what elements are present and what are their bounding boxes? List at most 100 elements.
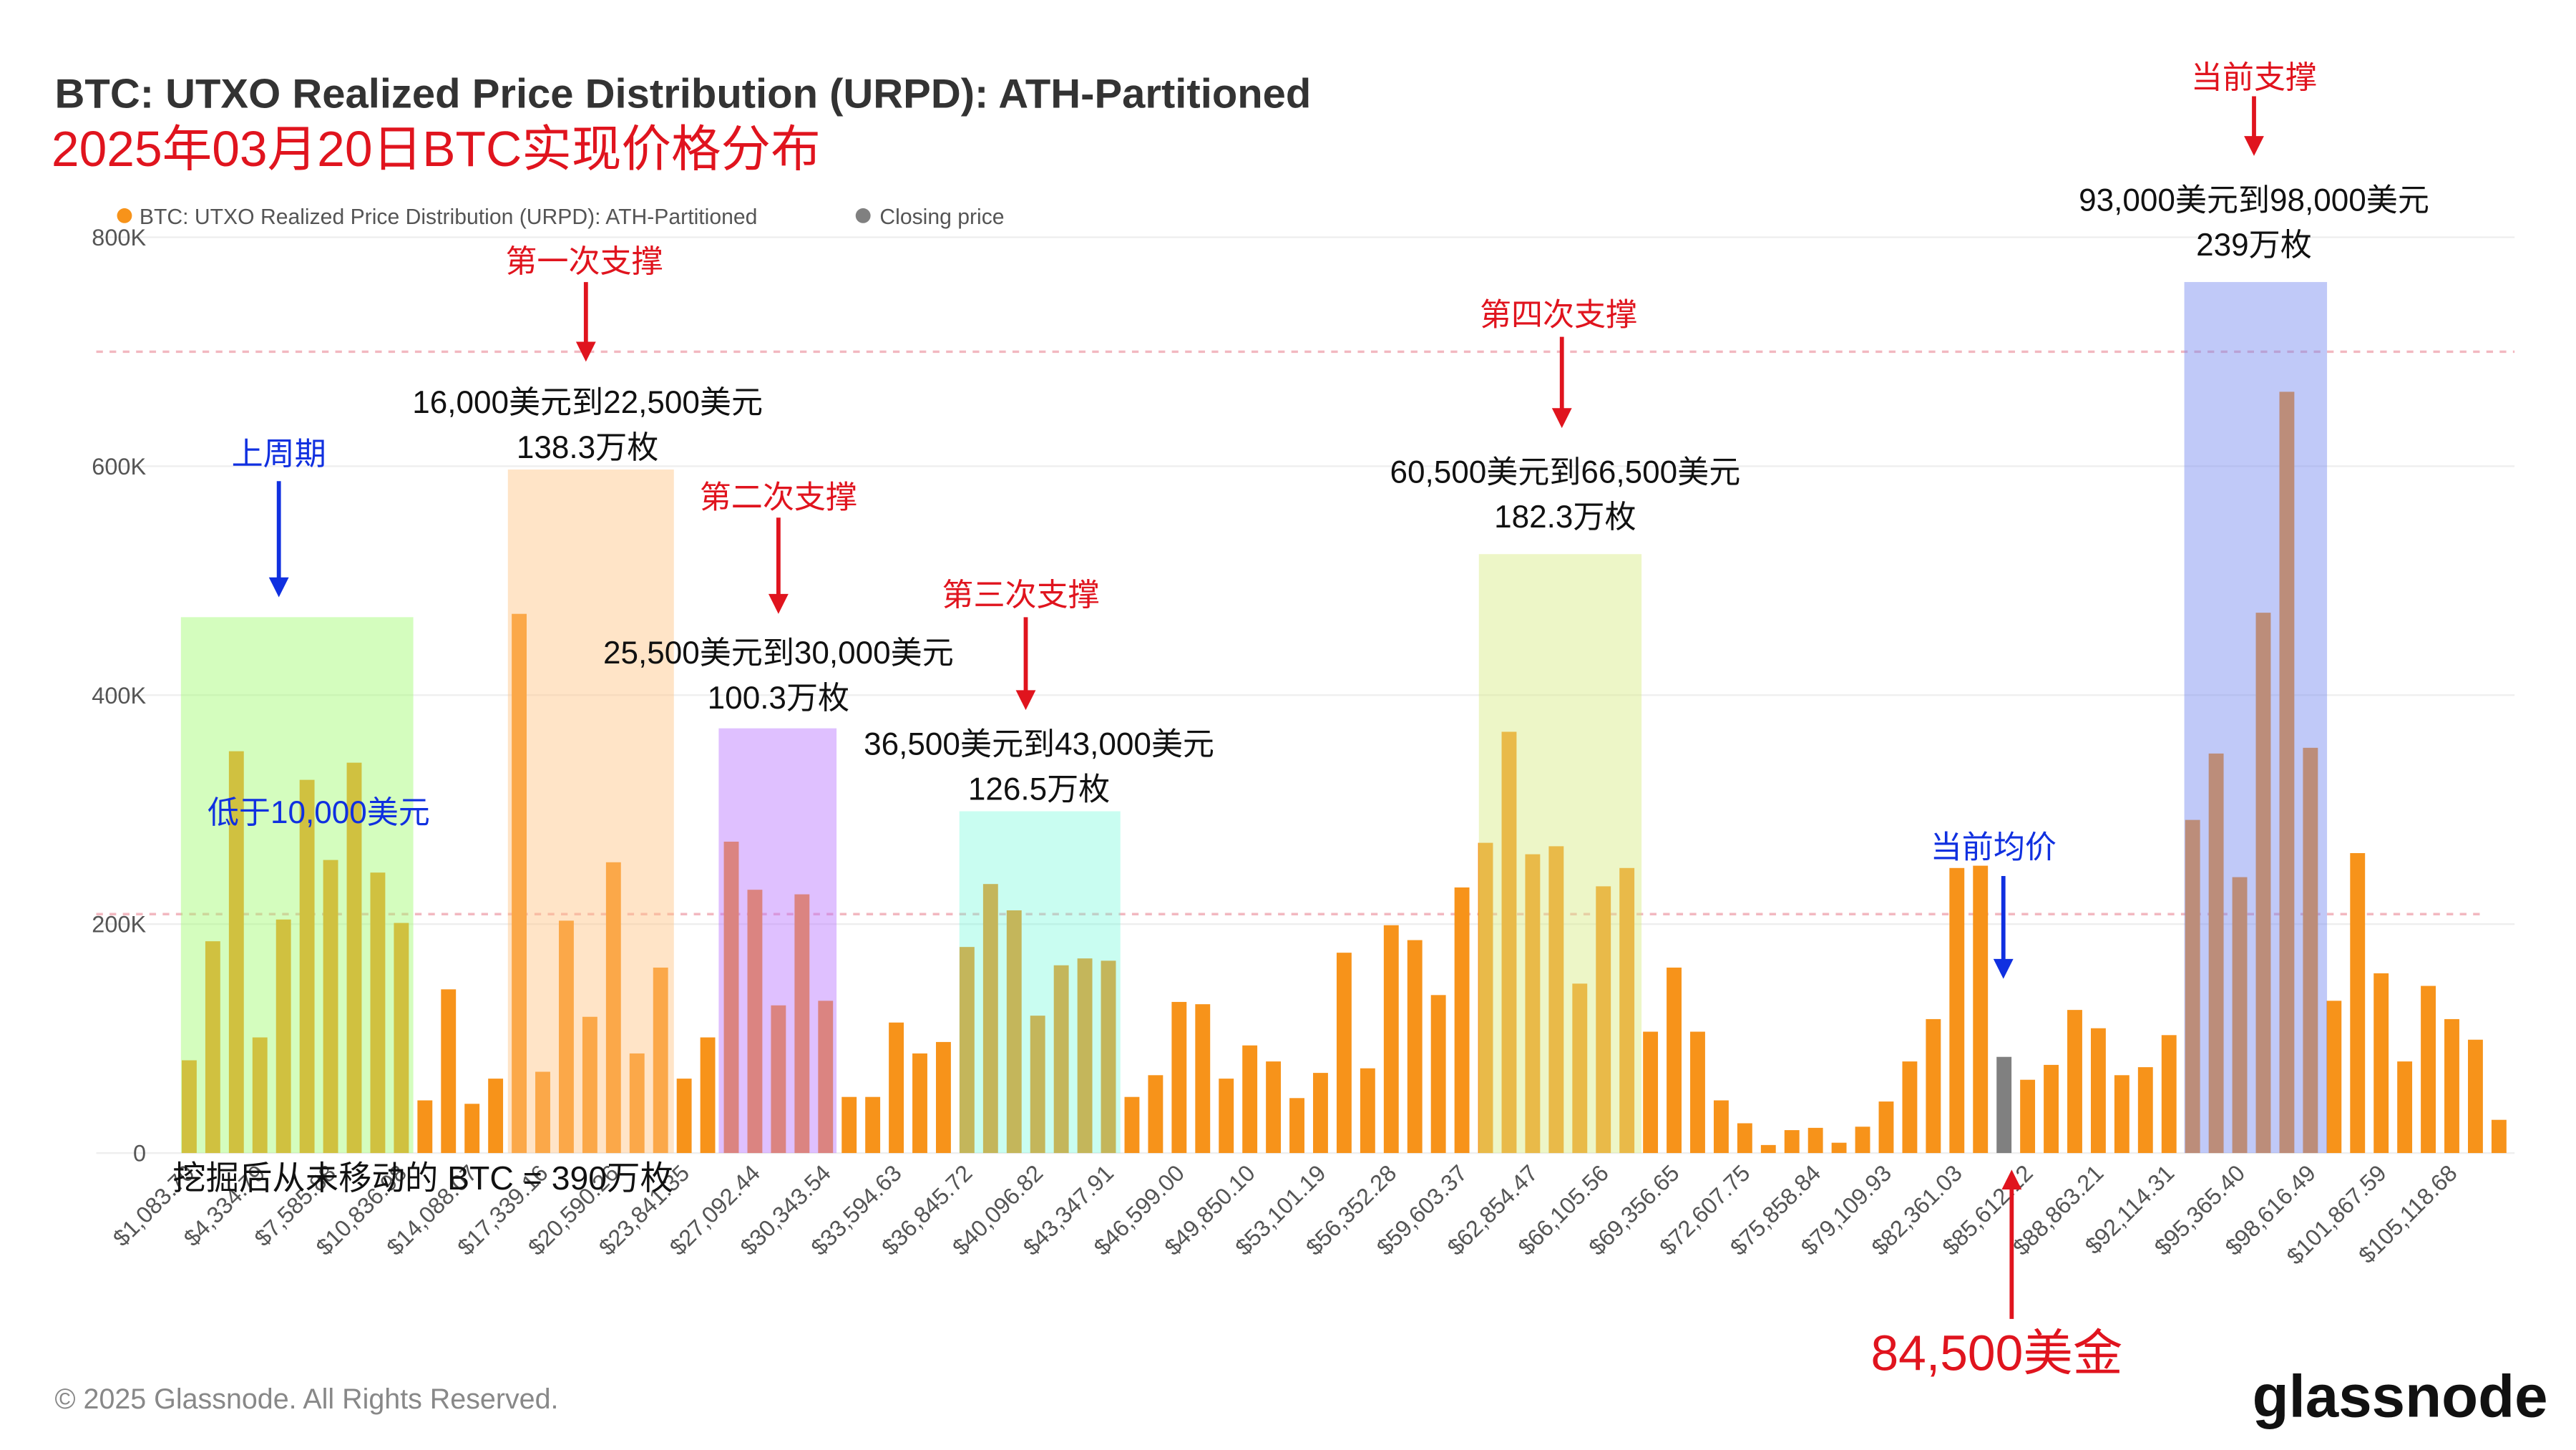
bar: [512, 613, 527, 1154]
bar: [1831, 1142, 1847, 1154]
bar: [2279, 391, 2295, 1154]
arrow-head: [1551, 408, 1572, 429]
annotation-amount: 138.3万枚: [517, 430, 658, 465]
bar: [2467, 1039, 2483, 1154]
bar: [1902, 1061, 1918, 1154]
bar: [865, 1096, 881, 1154]
y-tick-label: 600K: [92, 454, 146, 480]
highlight-zone: [959, 811, 1121, 1154]
bar: [1148, 1075, 1163, 1154]
bar: [818, 1001, 834, 1154]
bar: [2044, 1064, 2059, 1154]
bar: [2421, 986, 2436, 1154]
highlight-zone: [1478, 554, 1642, 1154]
bar: [1926, 1018, 1941, 1154]
bar: [1171, 1001, 1187, 1154]
bar: [982, 884, 998, 1154]
y-tick-label: 0: [133, 1141, 146, 1167]
bar: [1407, 940, 1423, 1154]
bar: [1525, 854, 1541, 1154]
arrow-head: [268, 577, 289, 598]
bar: [605, 862, 621, 1154]
bar: [1360, 1068, 1375, 1154]
bar: [1737, 1123, 1752, 1154]
bar: [2232, 877, 2248, 1154]
annotation-label: 当前支撑: [2191, 60, 2317, 95]
bar: [181, 1060, 197, 1154]
bar: [1784, 1130, 1800, 1154]
annotation-label: 上周期: [232, 437, 326, 472]
brand-logo: glassnode: [2253, 1363, 2548, 1430]
bar: [2255, 613, 2271, 1154]
annotation-range: 16,000美元到22,500美元: [412, 385, 763, 420]
annotation-note: 低于10,000美元: [208, 795, 430, 830]
bar: [559, 920, 574, 1154]
bar: [2373, 973, 2389, 1154]
bar: [1996, 1056, 2012, 1154]
bar: [488, 1079, 504, 1154]
bar: [936, 1041, 951, 1154]
arrow-head: [2244, 136, 2264, 156]
bar: [1336, 953, 1352, 1154]
bar: [441, 989, 457, 1154]
legend-marker: [117, 208, 132, 223]
legend-label: Closing price: [879, 205, 1004, 229]
bar: [2491, 1119, 2507, 1154]
annotation-label: 第三次支撑: [942, 578, 1099, 613]
bar: [1430, 995, 1446, 1154]
bar: [1690, 1031, 1705, 1154]
highlight-zone: [507, 469, 674, 1154]
bar: [1596, 886, 1611, 1154]
bar: [299, 779, 315, 1154]
bar: [417, 1100, 433, 1154]
bar: [1667, 967, 1682, 1154]
annotation-amount: 182.3万枚: [1494, 500, 1636, 535]
bar: [252, 1037, 268, 1154]
bar: [676, 1079, 692, 1154]
arrow-head: [1993, 958, 2014, 979]
annotation-amount: 100.3万枚: [708, 681, 849, 716]
annotation-label: 第二次支撑: [700, 480, 857, 515]
bar: [1289, 1098, 1304, 1154]
bar: [2350, 853, 2366, 1154]
bar: [1478, 842, 1493, 1154]
bar: [275, 919, 291, 1154]
annotation-label: 第四次支撑: [1480, 297, 1637, 332]
bar: [2020, 1079, 2036, 1154]
chart-title: BTC: UTXO Realized Price Distribution (U…: [55, 72, 1312, 117]
bar: [2067, 1010, 2082, 1154]
bar: [1760, 1144, 1776, 1154]
bar: [653, 967, 668, 1154]
arrow-head: [2001, 1169, 2022, 1190]
bar: [394, 923, 409, 1154]
bar: [2114, 1075, 2129, 1154]
highlight-zone: [718, 728, 837, 1154]
bar: [1572, 983, 1588, 1154]
bar: [794, 894, 810, 1154]
bar: [1313, 1073, 1328, 1154]
bar: [370, 872, 386, 1154]
bar: [1619, 867, 1635, 1154]
bar: [1973, 865, 1989, 1154]
arrow-head: [768, 593, 789, 614]
annotation-label: 第一次支撑: [505, 244, 663, 279]
bar: [464, 1104, 480, 1154]
bar: [771, 1005, 786, 1154]
bar: [1548, 846, 1564, 1154]
bar: [1219, 1079, 1234, 1154]
bar: [889, 1022, 904, 1154]
annotation-price: 84,500美金: [1871, 1325, 2123, 1381]
bar: [535, 1071, 550, 1154]
bar: [1454, 887, 1470, 1154]
highlight-zone: [2184, 282, 2328, 1154]
bar: [1077, 958, 1093, 1154]
annotation-amount: 126.5万枚: [968, 772, 1110, 807]
y-tick-label: 800K: [92, 225, 146, 250]
bar: [2161, 1035, 2177, 1154]
bar: [1124, 1096, 1140, 1154]
bar: [2090, 1028, 2106, 1154]
bar: [747, 890, 763, 1154]
